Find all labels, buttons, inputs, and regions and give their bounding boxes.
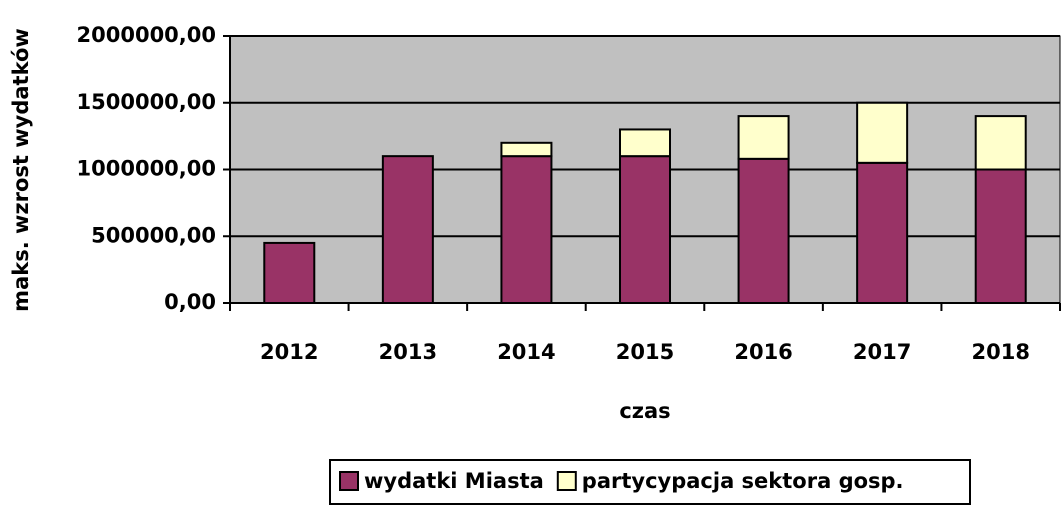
legend-swatch — [339, 471, 359, 491]
y-tick-label: 500000,00 — [91, 223, 216, 247]
y-tick-label: 1000000,00 — [77, 157, 216, 181]
bar-segment — [974, 115, 1027, 171]
x-tick-label: 2013 — [379, 340, 437, 364]
x-tick-label: 2017 — [853, 340, 911, 364]
x-tick-label: 2016 — [734, 340, 792, 364]
x-axis-label: czas — [619, 399, 670, 423]
x-tick-label: 2012 — [260, 340, 318, 364]
legend-swatch — [556, 471, 577, 491]
bar-segment — [619, 128, 671, 158]
legend-label: wydatki Miasta — [364, 469, 544, 493]
y-axis-label: maks. wzrost wydatków — [9, 28, 33, 312]
bar-segment — [856, 161, 909, 304]
x-tick-label: 2018 — [971, 340, 1029, 364]
legend-box — [329, 459, 971, 505]
y-tick-label: 2000000,00 — [77, 23, 216, 47]
y-tick-label: 0,00 — [164, 290, 216, 314]
bar-segment — [737, 157, 790, 304]
bar-segment — [500, 141, 553, 158]
x-tick-label: 2015 — [616, 340, 674, 364]
bar-segment — [856, 101, 909, 164]
bar-segment — [974, 168, 1027, 304]
bar-segment — [737, 115, 790, 160]
legend-label: partycypacja sektora gosp. — [582, 469, 904, 493]
bar-segment — [381, 155, 434, 304]
bar-segment — [619, 155, 671, 304]
x-tick-label: 2014 — [497, 340, 555, 364]
bar-segment — [500, 155, 553, 304]
y-tick-label: 1500000,00 — [77, 90, 216, 114]
legend: wydatki Miasta partycypacja sektora gosp. — [329, 459, 971, 505]
bar-segment — [263, 241, 316, 305]
